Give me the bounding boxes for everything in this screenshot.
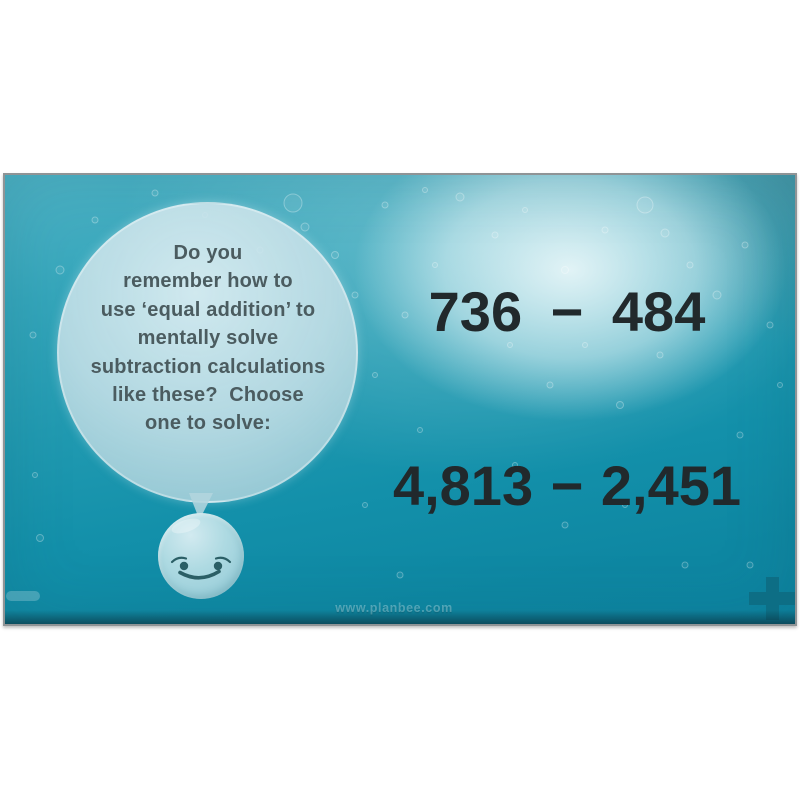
equation-option-1[interactable]: 736 − 484 (428, 280, 706, 343)
plus-icon (749, 577, 795, 620)
speech-line: subtraction calculations (90, 355, 326, 378)
speech-line: like these? Choose (112, 384, 304, 407)
speech-bubble-text: Do you remember how to use ‘equal additi… (52, 239, 364, 438)
slide: Do you remember how to use ‘equal additi… (3, 173, 797, 626)
speech-bubble (57, 202, 358, 503)
speech-line: mentally solve (137, 327, 279, 350)
slide-bottom-shadow (5, 610, 795, 624)
smiley-face-bubble (158, 513, 244, 599)
speech-line: use ‘equal addition’ to (100, 298, 316, 321)
smiley-face-icon (170, 518, 232, 580)
speech-line: one to solve: (145, 412, 271, 435)
equation-option-2[interactable]: 4,813 − 2,451 (392, 454, 742, 517)
plus-icon-vertical-bar (766, 577, 779, 620)
minus-icon (6, 591, 40, 601)
speech-line: remember how to (123, 270, 293, 293)
speech-line: Do you (173, 242, 243, 264)
